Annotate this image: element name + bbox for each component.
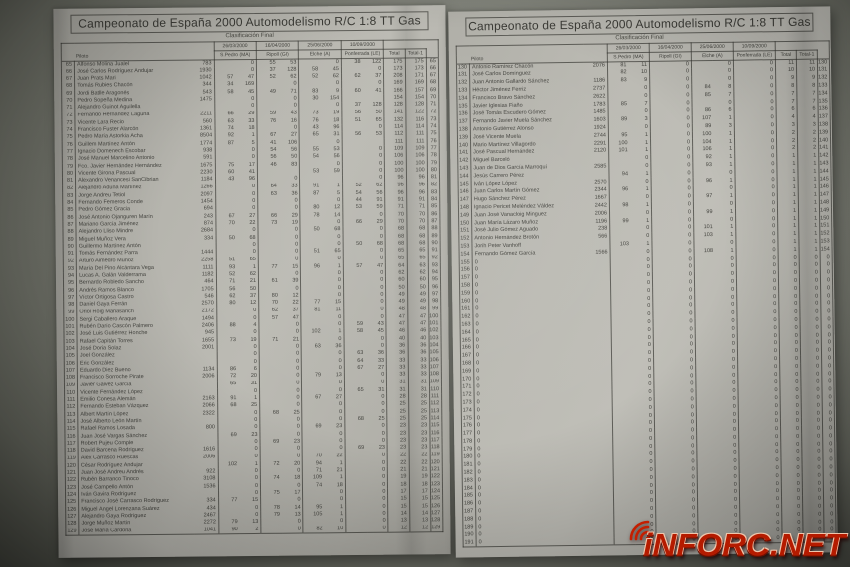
total1-header: Total-1	[796, 50, 818, 60]
table-body: 65 Alfonso Molina Jualel 783 0 55 53 0 38 122 175…	[61, 57, 443, 536]
race-date-header: 16/04/2000	[256, 41, 299, 51]
total1-header: Total-1	[404, 48, 427, 59]
race-venue-header: Ripoll (GI)	[256, 50, 299, 60]
race-venue-header: Ponferrada (LE)	[341, 49, 384, 59]
inforc-watermark-logo: iNFORC.NET	[627, 518, 845, 564]
page-title: Campeonato de España 2000 Automodelismo …	[70, 11, 429, 34]
table-body: 130 Antonio Ramírez Chacón 2076 81 11 0 0 0 11 11…	[456, 58, 837, 548]
race-venue-header: S.Pedro (MA)	[213, 50, 257, 60]
total-header: Total	[775, 50, 797, 60]
results-table-left: 26/03/2000 16/04/2000 25/06/2000 10/09/2…	[60, 39, 444, 537]
race-date-header: 10/09/2000	[341, 40, 384, 50]
results-table-right: 26/03/2000 16/04/2000 25/06/2000 10/09/2…	[455, 40, 837, 548]
results-page-right: Campeonato de España 2000 Automodelismo …	[448, 6, 838, 558]
results-page-left: Campeonato de España 2000 Automodelismo …	[53, 5, 451, 558]
watermark-text: iNFORC.NET	[643, 526, 845, 563]
wifi-signal-icon	[630, 520, 651, 541]
total-header: Total	[383, 49, 405, 59]
race-venue-header: Elche (A)	[298, 49, 342, 60]
race-date-header: 26/03/2000	[213, 41, 257, 51]
race-date-header: 25/06/2000	[298, 40, 342, 51]
